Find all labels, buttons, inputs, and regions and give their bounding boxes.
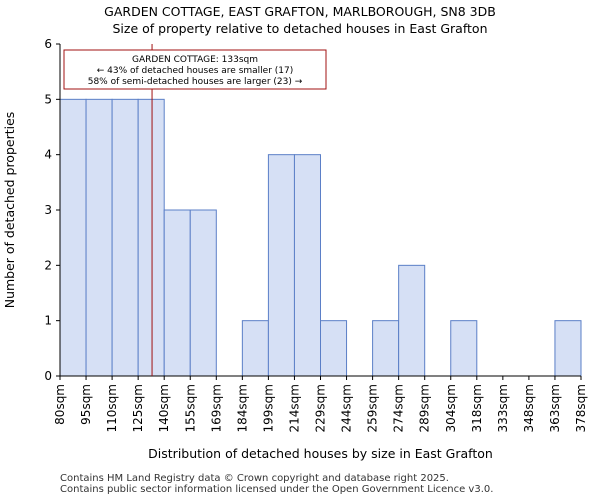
histogram-bar <box>450 320 478 377</box>
y-tick-label: 1 <box>44 314 52 328</box>
x-tick-label: 80sqm <box>53 384 67 425</box>
histogram-bar <box>163 209 191 377</box>
chart-subtitle: Size of property relative to detached ho… <box>112 21 488 36</box>
y-axis-label: Number of detached properties <box>2 112 17 309</box>
x-tick-label: 244sqm <box>340 384 354 432</box>
y-tick-label: 4 <box>44 148 52 162</box>
y-tick-label: 3 <box>44 203 52 217</box>
annotation-line-3: 58% of semi-detached houses are larger (… <box>88 77 303 87</box>
x-tick-label: 274sqm <box>392 384 406 432</box>
histogram-bar <box>137 98 165 377</box>
x-tick-label: 333sqm <box>496 384 510 432</box>
histogram-bar <box>293 154 322 377</box>
footer-line-1: Contains HM Land Registry data © Crown c… <box>60 473 449 484</box>
y-tick-label: 5 <box>44 92 52 106</box>
histogram-bar <box>267 154 295 377</box>
histogram-bar <box>189 209 217 377</box>
y-tick-label: 0 <box>44 369 52 383</box>
y-tick-label: 6 <box>44 37 52 51</box>
histogram-bar <box>320 320 348 377</box>
x-tick-label: 318sqm <box>470 384 484 432</box>
annotation-line-1: GARDEN COTTAGE: 133sqm <box>132 55 258 65</box>
x-tick-label: 304sqm <box>444 384 458 432</box>
x-tick-label: 95sqm <box>79 384 93 425</box>
histogram-bar <box>111 98 139 377</box>
chart-title: GARDEN COTTAGE, EAST GRAFTON, MARLBOROUG… <box>104 4 496 19</box>
histogram-bar <box>398 264 426 377</box>
x-tick-label: 214sqm <box>287 384 301 432</box>
histogram-bar <box>554 320 582 377</box>
x-tick-label: 140sqm <box>157 384 171 432</box>
x-tick-label: 348sqm <box>522 384 536 432</box>
histogram-bar <box>372 320 400 377</box>
x-tick-label: 169sqm <box>209 384 223 432</box>
x-axis-label: Distribution of detached houses by size … <box>148 446 493 461</box>
x-tick-label: 363sqm <box>548 384 562 432</box>
x-tick-label: 110sqm <box>105 384 119 432</box>
x-tick-label: 125sqm <box>131 384 145 432</box>
footer-line-2: Contains public sector information licen… <box>60 484 494 495</box>
x-tick-label: 184sqm <box>235 384 249 432</box>
histogram-bar <box>241 320 269 377</box>
x-tick-label: 199sqm <box>261 384 275 432</box>
histogram-bar <box>59 98 87 377</box>
y-tick-label: 2 <box>44 258 52 272</box>
x-tick-label: 378sqm <box>574 384 588 432</box>
annotation-box <box>63 49 327 90</box>
x-tick-label: 289sqm <box>418 384 432 432</box>
annotation-line-2: ← 43% of detached houses are smaller (17… <box>97 66 294 76</box>
x-tick-label: 229sqm <box>314 384 328 432</box>
histogram-bar <box>85 98 113 377</box>
x-tick-label: 155sqm <box>183 384 197 432</box>
x-tick-label: 259sqm <box>366 384 380 432</box>
